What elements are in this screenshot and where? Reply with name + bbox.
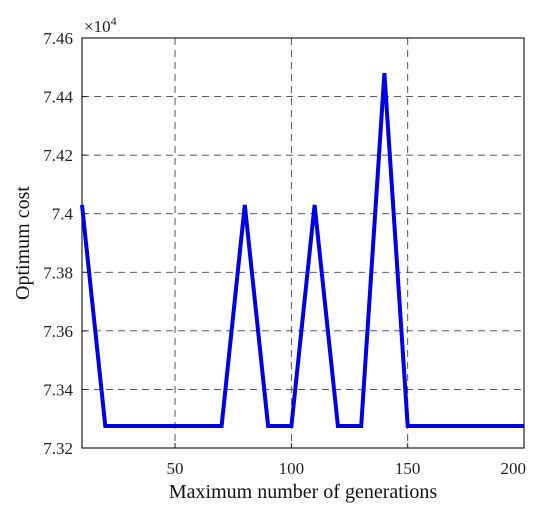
y-tick-label-0: 7.32	[43, 439, 73, 458]
y-tick-label-7: 7.46	[43, 29, 73, 48]
series-layer	[80, 72, 524, 428]
y-tick-label-6: 7.44	[43, 88, 73, 107]
y-axis-multiplier: ×104	[84, 14, 117, 36]
y-tick-label-1: 7.34	[43, 380, 73, 399]
y-axis-multiplier-base: ×10	[84, 17, 111, 36]
y-tick-label-4: 7.4	[52, 205, 74, 224]
y-tick-label-5: 7.42	[43, 146, 73, 165]
y-axis-label: Optimum cost	[12, 186, 34, 300]
x-axis-ticks: 50 100 150 200	[167, 443, 526, 478]
x-axis-label: Maximum number of generations	[169, 481, 437, 503]
x-tick-label-3: 200	[501, 459, 527, 478]
x-tick-label-2: 150	[395, 459, 421, 478]
x-tick-label-1: 100	[279, 459, 305, 478]
x-tick-label-0: 50	[167, 459, 184, 478]
grid	[82, 38, 524, 448]
y-axis-ticks: 7.32 7.34 7.36 7.38 7.4 7.42 7.44 7.46	[43, 29, 87, 458]
series-line-0	[80, 72, 524, 428]
y-tick-label-3: 7.38	[43, 263, 73, 282]
y-axis-multiplier-exponent: 4	[111, 14, 117, 28]
y-tick-label-2: 7.36	[43, 322, 73, 341]
plot-frame	[81, 37, 525, 449]
